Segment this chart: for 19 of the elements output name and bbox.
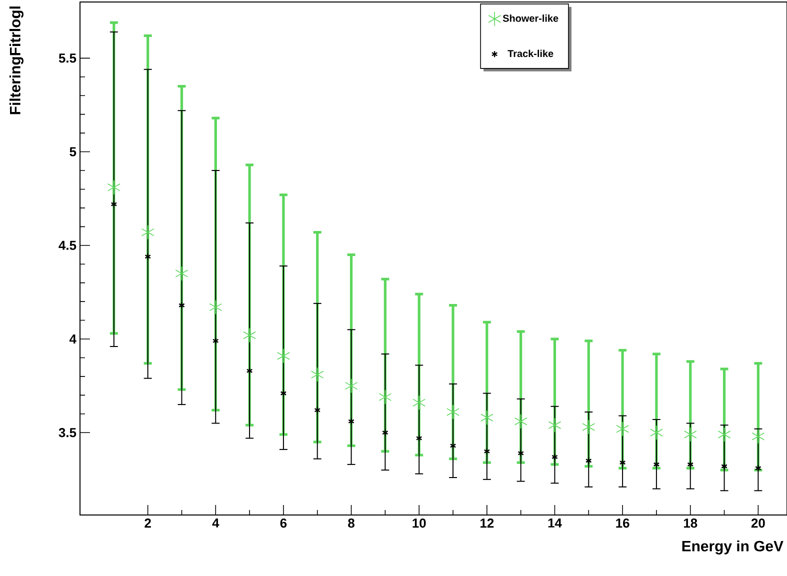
y-tick-label: 5: [70, 147, 76, 156]
x-tick-label: 12: [480, 518, 494, 528]
y-axis-title: FilteringFitrlogl: [9, 6, 24, 114]
legend-label: Shower-like: [502, 14, 558, 22]
x-tick-label: 4: [212, 518, 220, 528]
x-tick-label: 20: [751, 518, 765, 528]
x-tick-label: 8: [348, 518, 354, 528]
x-tick-label: 16: [616, 518, 630, 528]
y-tick-label: 4.5: [58, 240, 76, 250]
x-tick-label: 18: [684, 518, 698, 528]
y-tick-label: 5.5: [58, 54, 76, 63]
x-tick-label: 2: [144, 518, 151, 528]
x-tick-label: 6: [280, 518, 287, 528]
x-tick-label: 14: [548, 518, 562, 528]
y-tick-label: 4: [69, 334, 76, 344]
legend-label: Track-like: [508, 50, 554, 58]
x-axis-title: Energy in GeV: [682, 540, 784, 554]
y-tick-label: 3.5: [58, 428, 76, 438]
x-tick-label: 10: [412, 518, 426, 528]
